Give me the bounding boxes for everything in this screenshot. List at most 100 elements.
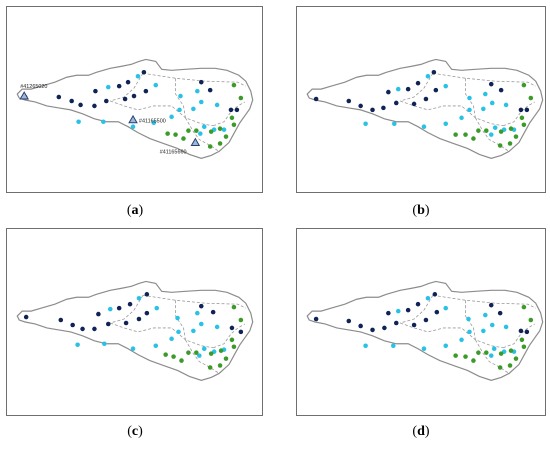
map-panel-d [296,228,546,416]
station-point-dark [116,305,122,311]
station-point-dark [229,325,235,331]
station-point-light [421,124,427,129]
station-point-green [186,350,191,355]
station-point-light [199,99,204,105]
station-point-light [395,308,401,314]
station-point-dark [411,101,417,107]
station-point-light [466,316,471,322]
station-point-dark [386,310,391,316]
station-point-light [169,114,174,120]
caption-paren-close: ) [424,424,430,439]
sub-basin-divide [400,100,476,119]
sub-basin-divide [502,101,535,127]
station-point-light [107,306,113,312]
station-point-green [229,115,235,121]
station-point-green [513,134,519,139]
station-point-green [498,351,504,356]
station-point-green [208,351,214,356]
station-point-dark [131,93,137,99]
station-point-dark [238,329,244,335]
station-point-green [513,356,519,361]
basin-outline-a [16,58,254,159]
caption-paren-open: ( [412,424,418,439]
station-point-light [136,295,142,301]
station-point-dark [141,70,147,75]
station-point-dark [104,98,109,104]
station-point-green [463,354,468,359]
station-point-dark [228,107,234,113]
station-point-light [421,346,427,351]
station-point-green [528,317,534,323]
station-point-green [497,143,503,148]
station-point-dark [136,316,142,322]
station-point-green [231,122,237,128]
station-point-green [521,344,527,350]
station-point-light [102,341,107,347]
station-point-dark [207,87,213,93]
station-point-dark [78,102,83,108]
station-point-dark [144,310,150,316]
station-point-light [483,91,488,97]
station-point-light [481,106,486,112]
station-point-dark [122,96,128,102]
station-point-green [208,129,214,134]
station-point-green [229,337,235,343]
station-point-light [459,115,464,121]
station-point-light [153,82,159,88]
sub-basin-divide [465,300,504,349]
panel-caption-d: (d) [391,424,451,440]
gauge-label-41265020: #41265020 [20,84,47,90]
station-point-light [198,131,203,136]
station-point-light [106,84,111,90]
caption-letter: c [131,424,139,439]
sub-basin-divide [110,100,186,119]
sub-basin-divide [475,339,510,374]
station-point-dark [370,327,375,333]
caption-letter: a [131,203,139,218]
station-point-dark [431,70,437,75]
panel-caption-b: (b) [391,203,451,219]
station-point-light [214,102,220,108]
station-point-green [217,126,223,131]
station-point-light [175,315,180,321]
station-point-light [503,102,509,108]
station-point-light [443,121,449,127]
station-point-dark [488,81,494,87]
station-point-light [101,119,106,125]
station-point-green [238,317,244,323]
station-point-green [173,132,178,137]
station-point-light [151,120,157,126]
station-point-light [443,343,449,349]
station-point-light [481,328,486,334]
station-point-light [489,322,495,328]
station-point-light [201,124,207,129]
station-point-light [459,337,464,343]
sub-basin-divide [142,72,246,87]
station-point-dark [313,316,319,322]
station-point-dark [370,107,375,113]
station-point-green [497,365,503,370]
station-point-green [207,365,213,370]
panel-caption-a: (a) [105,203,165,219]
station-point-dark [234,107,240,113]
station-point-green [453,353,458,358]
station-point-green [207,144,213,149]
station-point-green [521,82,527,88]
station-point-dark [405,86,411,92]
station-point-green [484,128,489,133]
station-point-dark [497,310,503,316]
station-point-green [238,95,244,101]
station-point-light [467,95,472,101]
gauge-marker-41165660 [190,137,201,146]
sub-basin-divide [175,78,214,127]
station-point-dark [144,292,150,297]
station-point-light [483,312,488,318]
station-point-light [489,100,495,106]
station-point-dark [69,98,74,104]
sub-basin-divide [432,72,536,87]
station-point-light [425,73,431,79]
station-point-light [153,343,159,349]
station-point-dark [23,314,29,320]
station-point-dark [56,94,62,100]
station-point-dark [92,103,97,109]
